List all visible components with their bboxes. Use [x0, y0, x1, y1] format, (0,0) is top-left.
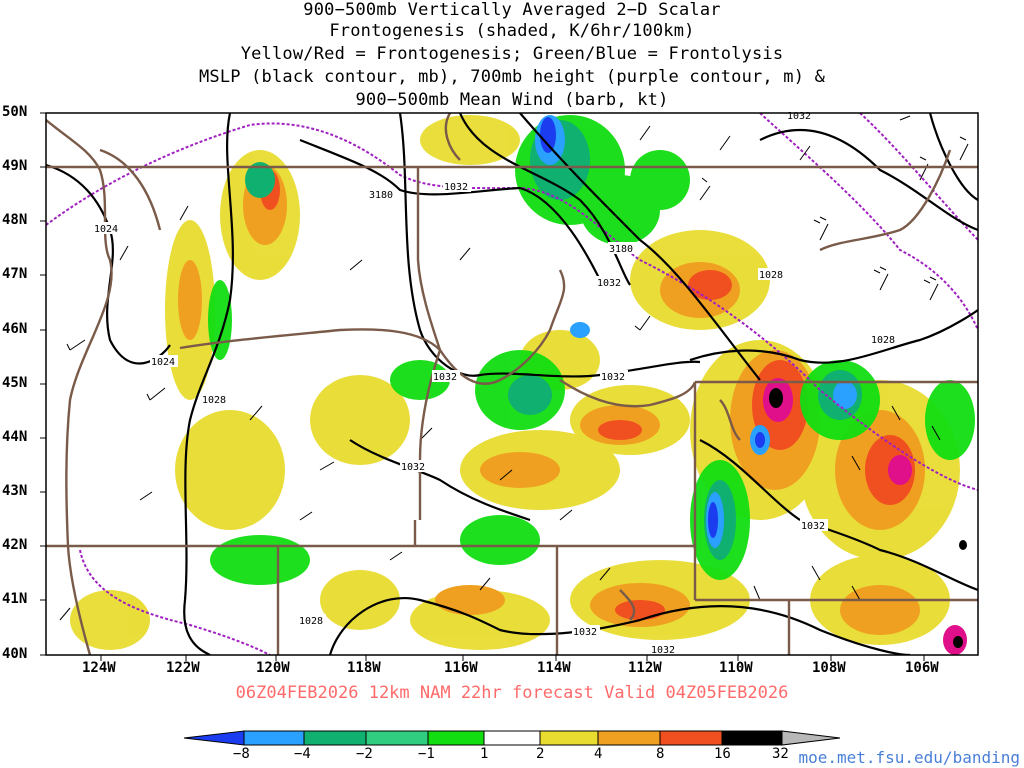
lat-label: 50N	[2, 104, 28, 120]
mslp-label: 1028	[201, 393, 229, 406]
svg-text:1032: 1032	[401, 462, 425, 473]
lat-label: 42N	[2, 537, 28, 553]
title-line-3: Yellow/Red = Frontogenesis; Green/Blue =…	[240, 44, 784, 64]
svg-text:1032: 1032	[444, 182, 468, 193]
frontogenesis-shading	[70, 115, 975, 655]
svg-text:1024: 1024	[151, 357, 175, 368]
mslp-label: 1032	[596, 276, 624, 289]
axis-ticks	[40, 112, 925, 661]
colorbar-label: −2	[356, 746, 373, 762]
mslp-label: 1024	[93, 222, 121, 235]
lon-label: 110W	[719, 660, 753, 676]
svg-text:1032: 1032	[433, 372, 457, 383]
lat-label: 43N	[2, 483, 28, 499]
mslp-label: 1032	[443, 180, 471, 193]
height-label: 3180	[368, 188, 396, 201]
lon-label: 124W	[82, 660, 116, 676]
colorbar-label: 8	[656, 746, 665, 762]
svg-text:1032: 1032	[601, 372, 625, 383]
svg-text:3180: 3180	[609, 244, 633, 255]
svg-text:1032: 1032	[787, 111, 811, 122]
lat-label: 48N	[2, 212, 28, 228]
mslp-label: 1032	[572, 625, 600, 638]
lat-label: 49N	[2, 158, 28, 174]
colorbar-label: 32	[772, 746, 789, 762]
lon-label: 122W	[166, 660, 200, 676]
mslp-label: 1032	[600, 370, 628, 383]
svg-text:1028: 1028	[871, 335, 895, 346]
mslp-label: 1032	[786, 109, 814, 122]
contour-labels: 1024 1024 1028 1028 1032 1032 1032 1032 …	[93, 109, 898, 656]
lat-label: 41N	[2, 591, 28, 607]
title-line-1: 900−500mb Vertically Averaged 2−D Scalar	[303, 0, 721, 20]
lon-label: 106W	[905, 660, 939, 676]
lat-label: 45N	[2, 375, 28, 391]
svg-text:1032: 1032	[801, 521, 825, 532]
lon-label: 118W	[347, 660, 381, 676]
lat-label: 44N	[2, 429, 28, 445]
svg-text:1028: 1028	[759, 270, 783, 281]
colorbar-label: −1	[418, 746, 435, 762]
mslp-label: 1028	[298, 614, 326, 627]
lat-label: 40N	[2, 646, 28, 662]
title-line-5: 900−500mb Mean Wind (barb, kt)	[355, 90, 669, 110]
mslp-label: 1032	[432, 370, 460, 383]
title-line-4: MSLP (black contour, mb), 700mb height (…	[198, 67, 826, 87]
svg-text:1028: 1028	[299, 616, 323, 627]
svg-text:1032: 1032	[597, 278, 621, 289]
colorbar-label: −4	[294, 746, 311, 762]
colorbar-label: 4	[594, 746, 603, 762]
wind-barbs	[59, 115, 969, 621]
mslp-label: 1028	[870, 333, 898, 346]
lat-label: 46N	[2, 321, 28, 337]
mslp-label: 1024	[150, 355, 178, 368]
height-label: 3180	[608, 242, 636, 255]
colorbar-label: −8	[233, 746, 250, 762]
lat-label: 47N	[2, 266, 28, 282]
svg-text:1028: 1028	[202, 395, 226, 406]
mslp-label: 1032	[800, 519, 828, 532]
lon-label: 116W	[444, 660, 478, 676]
mslp-label: 1032	[400, 460, 428, 473]
mslp-label: 1028	[758, 268, 786, 281]
colorbar-label: 2	[536, 746, 545, 762]
lon-label: 112W	[628, 660, 662, 676]
lon-label: 108W	[812, 660, 846, 676]
svg-text:1032: 1032	[651, 645, 675, 656]
svg-text:1032: 1032	[573, 627, 597, 638]
svg-text:1024: 1024	[94, 224, 118, 235]
colorbar	[183, 730, 841, 746]
lon-label: 120W	[256, 660, 290, 676]
lon-label: 114W	[537, 660, 571, 676]
colorbar-label: 16	[714, 746, 731, 762]
title-line-2: Frontogenesis (shaded, K/6hr/100km)	[329, 21, 695, 41]
political-borders	[45, 112, 978, 656]
svg-text:3180: 3180	[369, 190, 393, 201]
forecast-valid-time: 06Z04FEB2026 12km NAM 22hr forecast Vali…	[235, 683, 789, 703]
colorbar-label: 1	[480, 746, 489, 762]
source-credit-link[interactable]: moe.met.fsu.edu/banding	[798, 748, 1020, 767]
